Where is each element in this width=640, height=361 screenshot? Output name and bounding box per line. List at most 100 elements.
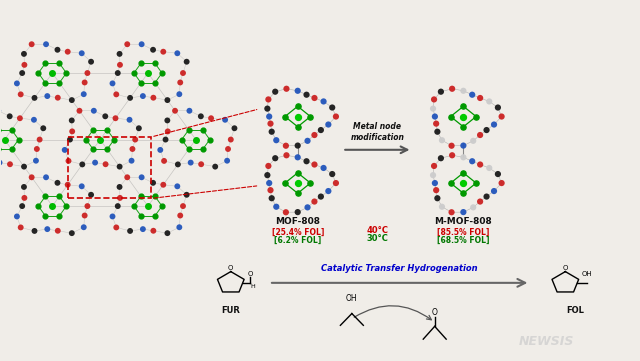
- Point: [54, 60, 65, 66]
- Point: [267, 129, 277, 135]
- Point: [173, 161, 183, 167]
- Point: [40, 213, 51, 219]
- Point: [15, 225, 26, 230]
- Point: [447, 86, 457, 92]
- Point: [113, 203, 123, 209]
- Point: [437, 204, 447, 210]
- Point: [170, 108, 180, 114]
- Point: [175, 79, 186, 85]
- Point: [67, 97, 77, 103]
- Point: [29, 228, 40, 234]
- Point: [447, 143, 457, 149]
- Point: [198, 127, 208, 133]
- Point: [309, 95, 319, 101]
- Point: [437, 137, 447, 143]
- Point: [430, 180, 440, 186]
- Point: [471, 114, 481, 119]
- Point: [52, 228, 63, 234]
- Point: [301, 158, 312, 164]
- Point: [323, 188, 333, 194]
- Point: [79, 224, 89, 230]
- Point: [280, 180, 290, 186]
- Point: [115, 51, 125, 57]
- Point: [138, 93, 148, 99]
- Point: [161, 137, 171, 143]
- Point: [303, 138, 313, 144]
- Point: [19, 62, 29, 68]
- Point: [60, 147, 70, 153]
- Point: [115, 164, 125, 170]
- FancyArrowPatch shape: [354, 306, 431, 320]
- Point: [264, 180, 275, 186]
- Point: [319, 99, 329, 104]
- Point: [489, 122, 499, 127]
- Point: [17, 70, 28, 76]
- Point: [431, 187, 442, 193]
- Text: OH: OH: [346, 294, 358, 303]
- Point: [163, 97, 173, 103]
- Point: [429, 163, 439, 169]
- Point: [129, 203, 139, 209]
- Point: [264, 114, 275, 119]
- Text: [85.5% FOL]: [85.5% FOL]: [437, 227, 490, 236]
- Point: [4, 113, 15, 119]
- Point: [83, 70, 93, 76]
- Point: [111, 225, 122, 230]
- Point: [292, 143, 303, 148]
- Point: [77, 161, 88, 167]
- Point: [54, 213, 65, 219]
- Point: [271, 137, 282, 143]
- Point: [110, 116, 120, 121]
- Text: 30°C: 30°C: [367, 234, 388, 243]
- Point: [115, 62, 125, 68]
- Point: [138, 226, 148, 232]
- Point: [88, 147, 99, 152]
- Point: [113, 70, 123, 76]
- Point: [445, 180, 456, 186]
- Point: [331, 114, 341, 119]
- Point: [484, 165, 494, 171]
- Point: [262, 172, 273, 178]
- Point: [178, 70, 188, 76]
- Point: [67, 118, 77, 123]
- Point: [129, 70, 139, 76]
- Point: [292, 124, 303, 130]
- Point: [177, 137, 187, 143]
- Text: NEWSIS: NEWSIS: [518, 335, 574, 348]
- Point: [430, 114, 440, 119]
- Point: [54, 193, 65, 199]
- Text: Metal node
modification: Metal node modification: [351, 122, 404, 142]
- Point: [61, 70, 72, 76]
- Point: [125, 228, 135, 234]
- Point: [0, 147, 3, 152]
- Text: FOL: FOL: [566, 306, 584, 315]
- Point: [282, 152, 292, 158]
- Point: [15, 116, 25, 121]
- Point: [86, 59, 96, 65]
- Point: [0, 127, 3, 133]
- Point: [196, 161, 206, 167]
- Point: [172, 183, 182, 189]
- Point: [89, 108, 99, 114]
- Point: [33, 70, 44, 76]
- Point: [226, 137, 236, 143]
- Text: FUR: FUR: [221, 306, 240, 315]
- Point: [493, 171, 503, 177]
- Point: [292, 114, 303, 119]
- Point: [481, 194, 492, 200]
- Point: [497, 114, 507, 119]
- Point: [281, 143, 291, 149]
- Point: [77, 50, 87, 56]
- Point: [267, 195, 277, 201]
- Point: [125, 95, 135, 101]
- Point: [19, 164, 29, 170]
- Point: [95, 137, 105, 143]
- Point: [292, 155, 303, 160]
- Point: [12, 214, 22, 219]
- Point: [150, 193, 160, 199]
- Point: [475, 162, 485, 168]
- Point: [136, 42, 147, 47]
- Point: [42, 93, 52, 99]
- Point: [100, 161, 111, 167]
- Point: [205, 137, 215, 143]
